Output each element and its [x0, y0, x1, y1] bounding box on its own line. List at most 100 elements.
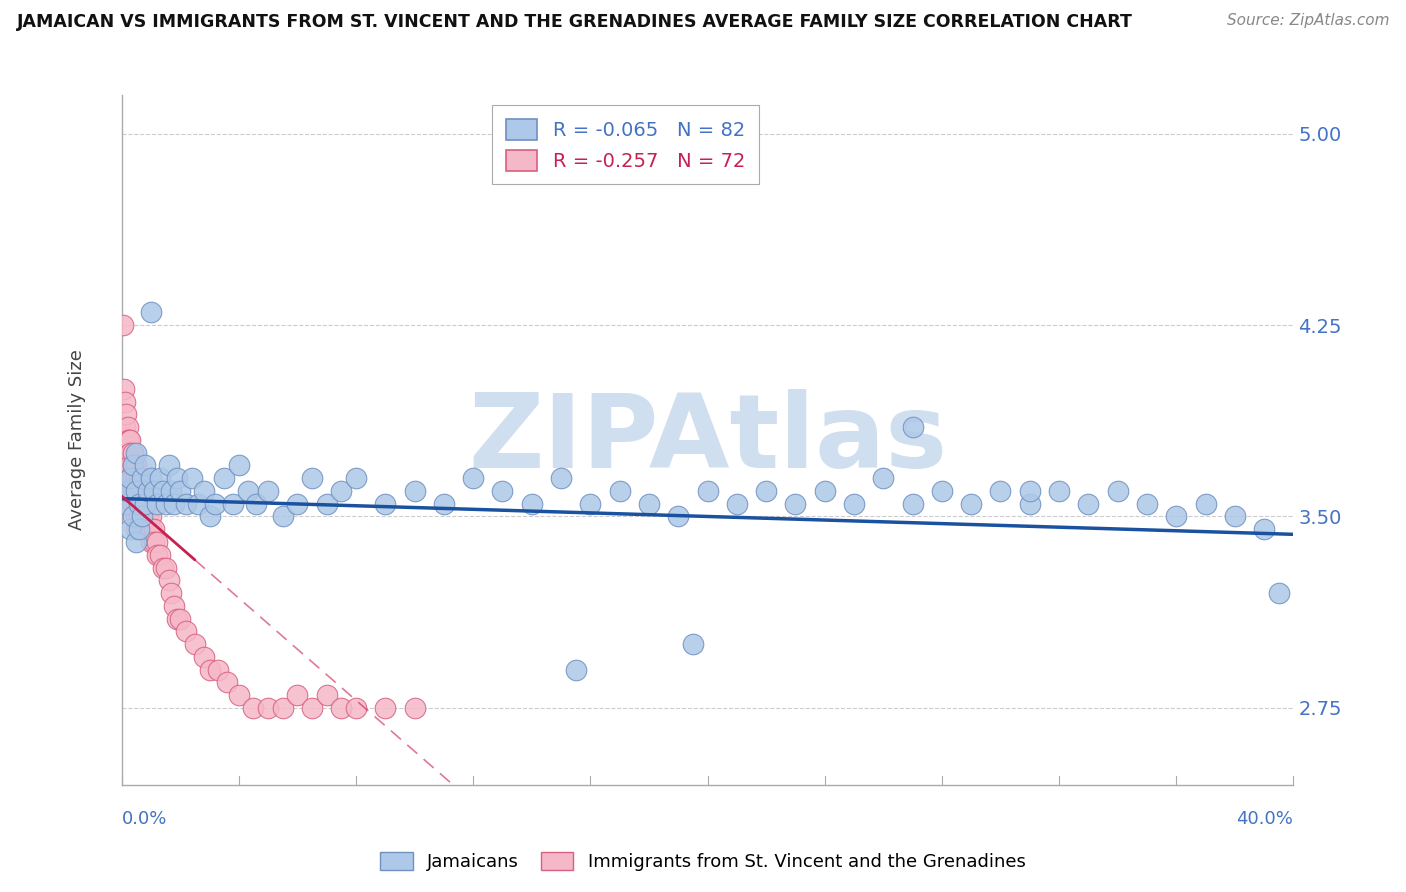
Point [136, 522, 159, 536]
Point [117, 445, 139, 459]
Point [128, 509, 150, 524]
Point [1047, 483, 1070, 498]
Text: Source: ZipAtlas.com: Source: ZipAtlas.com [1226, 13, 1389, 29]
Point [122, 458, 145, 473]
Point [118, 433, 141, 447]
Point [125, 483, 148, 498]
Point [181, 471, 204, 485]
Point [131, 471, 153, 485]
Point [520, 497, 543, 511]
Point [217, 675, 239, 690]
Point [117, 483, 139, 498]
Text: 0.0%: 0.0% [122, 810, 167, 828]
Point [666, 509, 689, 524]
Text: ZIPAtlas: ZIPAtlas [468, 390, 948, 491]
Point [330, 701, 353, 715]
Point [344, 471, 367, 485]
Point [146, 548, 169, 562]
Point [136, 509, 159, 524]
Point [1194, 497, 1216, 511]
Point [139, 535, 162, 549]
Point [174, 624, 197, 639]
Point [160, 483, 183, 498]
Point [433, 497, 456, 511]
Point [131, 483, 153, 498]
Point [301, 701, 323, 715]
Point [198, 663, 221, 677]
Point [114, 445, 136, 459]
Point [1166, 509, 1188, 524]
Point [166, 471, 188, 485]
Point [134, 458, 156, 473]
Point [245, 497, 267, 511]
Point [122, 509, 145, 524]
Point [114, 497, 136, 511]
Point [638, 497, 661, 511]
Point [814, 483, 837, 498]
Point [122, 458, 145, 473]
Point [146, 497, 169, 511]
Point [193, 483, 215, 498]
Text: 40.0%: 40.0% [1236, 810, 1294, 828]
Point [120, 471, 142, 485]
Point [134, 497, 156, 511]
Point [785, 497, 807, 511]
Point [134, 497, 156, 511]
Point [236, 483, 259, 498]
Point [257, 483, 280, 498]
Point [187, 497, 209, 511]
Point [257, 701, 280, 715]
Point [609, 483, 631, 498]
Point [550, 471, 572, 485]
Point [242, 701, 264, 715]
Legend: R = -0.065   N = 82, R = -0.257   N = 72: R = -0.065 N = 82, R = -0.257 N = 72 [492, 105, 759, 185]
Point [125, 471, 148, 485]
Point [163, 599, 186, 613]
Point [152, 483, 174, 498]
Point [160, 586, 183, 600]
Point [901, 497, 924, 511]
Point [114, 420, 136, 434]
Point [117, 420, 139, 434]
Point [315, 497, 337, 511]
Point [287, 497, 309, 511]
Point [139, 509, 162, 524]
Point [960, 497, 983, 511]
Point [120, 471, 142, 485]
Point [315, 688, 337, 702]
Point [128, 497, 150, 511]
Point [564, 663, 586, 677]
Point [374, 701, 396, 715]
Point [842, 497, 865, 511]
Point [112, 318, 135, 332]
Point [404, 483, 426, 498]
Point [901, 420, 924, 434]
Point [128, 483, 150, 498]
Point [131, 522, 153, 536]
Point [491, 483, 513, 498]
Point [117, 458, 139, 473]
Point [128, 497, 150, 511]
Point [990, 483, 1012, 498]
Point [344, 701, 367, 715]
Legend: Jamaicans, Immigrants from St. Vincent and the Grenadines: Jamaicans, Immigrants from St. Vincent a… [373, 845, 1033, 879]
Text: Average Family Size: Average Family Size [67, 350, 86, 531]
Point [155, 497, 177, 511]
Point [204, 497, 226, 511]
Point [139, 522, 162, 536]
Point [139, 305, 162, 319]
Point [1018, 483, 1040, 498]
Point [146, 535, 169, 549]
Point [579, 497, 602, 511]
Point [212, 471, 235, 485]
Point [1268, 586, 1291, 600]
Point [125, 445, 148, 459]
Point [301, 471, 323, 485]
Point [122, 497, 145, 511]
Point [1107, 483, 1129, 498]
Point [136, 483, 159, 498]
Point [142, 483, 165, 498]
Point [128, 522, 150, 536]
Point [193, 649, 215, 664]
Point [330, 483, 353, 498]
